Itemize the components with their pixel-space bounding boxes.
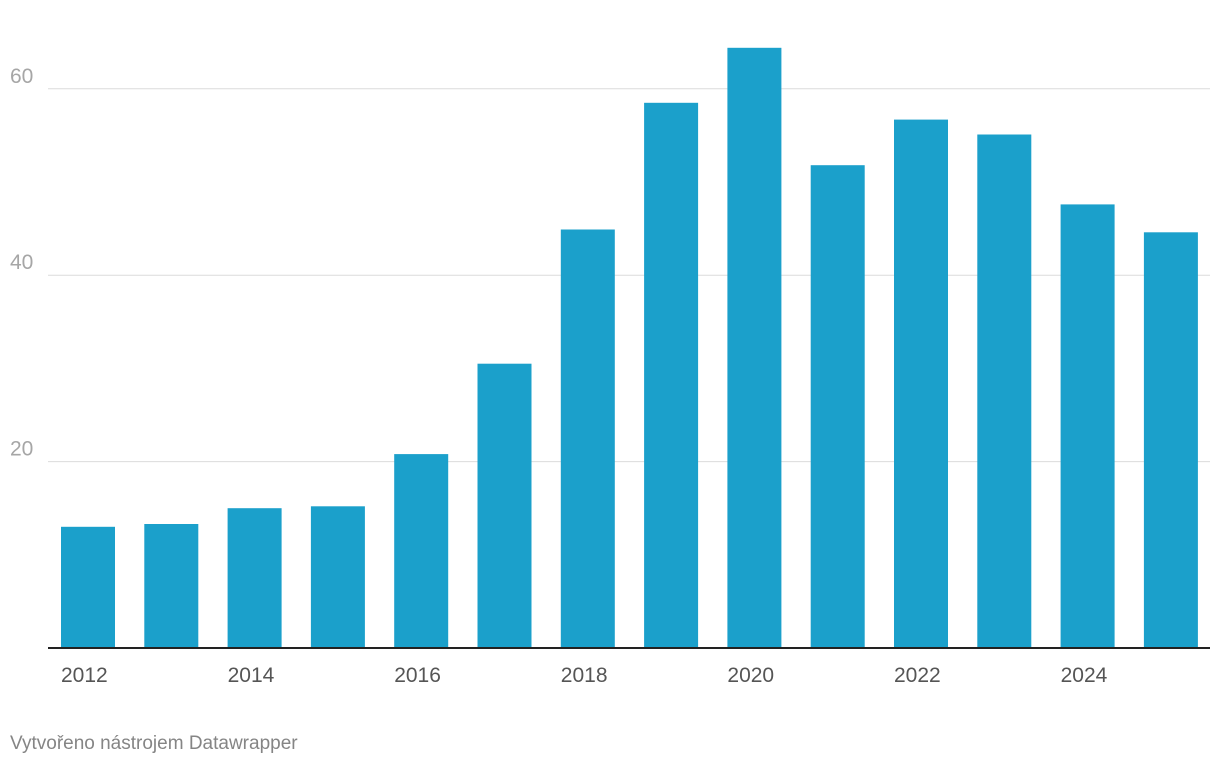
gridlines — [48, 88, 1210, 463]
y-tick-label: 60 — [10, 65, 33, 88]
x-tick-label: 2020 — [727, 664, 774, 687]
bar-2015 — [310, 506, 365, 648]
bar-2025 — [1143, 232, 1198, 649]
bar-2021 — [810, 165, 865, 648]
bar-2016 — [394, 454, 449, 648]
y-tick-label: 20 — [10, 438, 33, 461]
bar-2019 — [644, 102, 699, 649]
bar-2013 — [144, 524, 199, 648]
bar-2024 — [1060, 204, 1115, 648]
x-tick-label: 2016 — [394, 664, 441, 687]
x-tick-label: 2018 — [561, 664, 608, 687]
bar-2020 — [727, 47, 782, 649]
x-tick-label: 2024 — [1061, 664, 1108, 687]
y-axis-tick-labels: 20 40 60 — [10, 65, 33, 461]
bar-2023 — [977, 134, 1032, 648]
bars — [61, 47, 1198, 649]
bar-2012 — [61, 526, 115, 648]
x-tick-label: 2012 — [61, 664, 108, 687]
x-tick-label: 2022 — [894, 664, 941, 687]
x-axis-tick-labels: 2012 2014 2016 2018 2020 2022 2024 — [61, 664, 1108, 687]
bar-2017 — [477, 363, 532, 648]
x-tick-label: 2014 — [228, 664, 275, 687]
credit-footer: Vytvořeno nástrojem Datawrapper — [10, 733, 298, 754]
bar-2018 — [560, 229, 615, 648]
y-tick-label: 40 — [10, 251, 33, 274]
bar-2014 — [227, 508, 282, 648]
bar-2022 — [894, 119, 948, 649]
